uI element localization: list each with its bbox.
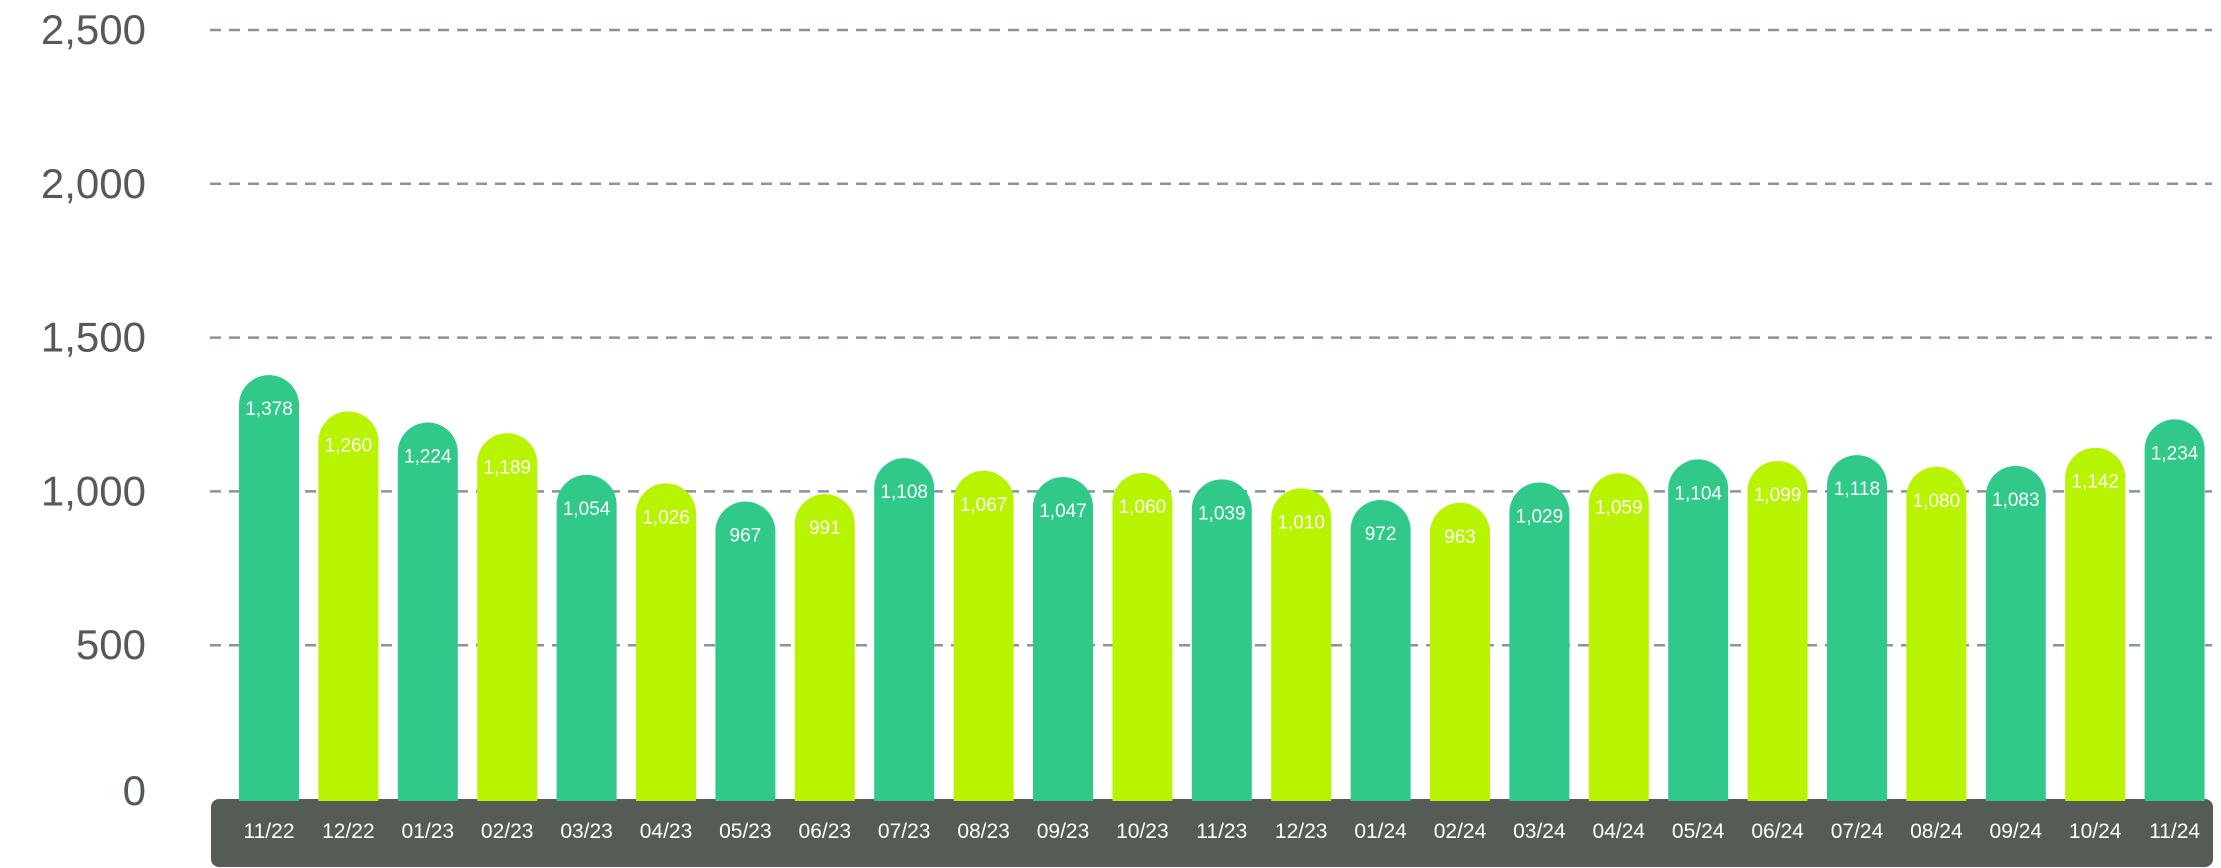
bar-02/23 xyxy=(477,433,538,801)
y-tick-label: 2,000 xyxy=(41,160,146,207)
data-label: 1,080 xyxy=(1913,491,1961,512)
x-axis-band xyxy=(211,799,2213,867)
bar-03/23 xyxy=(556,474,617,801)
data-label: 963 xyxy=(1444,527,1476,548)
data-label: 1,099 xyxy=(1754,485,1802,506)
bar-08/24 xyxy=(1906,466,1967,801)
data-labels: 1,378 1,260 1,224 1,189 1,054 1,026 967 991 1,10… xyxy=(245,399,2199,548)
y-axis-ticks: 0 500 1,000 1,500 2,000 2,500 xyxy=(41,6,146,814)
x-tick-label: 07/23 xyxy=(878,820,931,843)
x-axis-ticks: 11/22 12/22 01/23 02/23 03/23 04/23 05/23 06/23… xyxy=(244,820,2201,843)
data-label: 1,047 xyxy=(1039,501,1087,522)
x-tick-label: 04/23 xyxy=(640,820,693,843)
x-tick-label: 08/23 xyxy=(957,820,1010,843)
x-tick-label: 06/23 xyxy=(799,820,852,843)
data-label: 1,378 xyxy=(245,399,293,420)
x-tick-label: 07/24 xyxy=(1831,820,1884,843)
bar-11/23 xyxy=(1191,479,1252,801)
x-tick-label: 12/23 xyxy=(1275,820,1328,843)
x-tick-label: 04/24 xyxy=(1593,820,1646,843)
x-tick-label: 06/24 xyxy=(1751,820,1804,843)
data-label: 1,029 xyxy=(1516,506,1564,527)
bar-04/24 xyxy=(1588,473,1649,801)
x-tick-label: 01/24 xyxy=(1354,820,1407,843)
y-tick-label: 1,000 xyxy=(41,467,146,514)
y-tick-label: 1,500 xyxy=(41,314,146,361)
data-label: 1,234 xyxy=(2151,443,2199,464)
x-tick-label: 11/22 xyxy=(244,820,295,843)
data-label: 1,083 xyxy=(1992,490,2040,511)
x-tick-label: 09/24 xyxy=(1990,820,2043,843)
bar-08/23 xyxy=(953,470,1014,801)
data-label: 1,189 xyxy=(483,457,531,478)
x-tick-label: 10/24 xyxy=(2069,820,2122,843)
bar-09/23 xyxy=(1033,476,1093,801)
data-label: 1,026 xyxy=(642,507,690,528)
bar-01/24 xyxy=(1350,500,1411,801)
y-tick-label: 500 xyxy=(76,621,146,668)
bar-10/23 xyxy=(1112,472,1173,801)
data-label: 1,224 xyxy=(404,446,452,467)
bar-11/22 xyxy=(239,375,299,801)
bar-12/23 xyxy=(1271,488,1332,801)
x-tick-label: 09/23 xyxy=(1037,820,1090,843)
data-label: 1,104 xyxy=(1674,483,1722,504)
data-label: 991 xyxy=(809,518,841,539)
x-tick-label: 08/24 xyxy=(1910,820,1963,843)
x-tick-label: 03/23 xyxy=(560,820,613,843)
x-tick-label: 12/22 xyxy=(322,820,375,843)
y-tick-label: 0 xyxy=(123,767,146,814)
data-label: 1,010 xyxy=(1277,512,1325,533)
data-label: 1,054 xyxy=(563,499,611,520)
bar-01/23 xyxy=(397,422,458,801)
data-label: 1,260 xyxy=(325,435,373,456)
bar-09/24 xyxy=(1985,465,2046,801)
bar-07/23 xyxy=(874,458,935,801)
bar-11/24 xyxy=(2144,419,2205,801)
x-tick-label: 01/23 xyxy=(402,820,455,843)
data-label: 972 xyxy=(1365,524,1397,545)
data-label: 1,118 xyxy=(1834,479,1880,500)
bar-10/24 xyxy=(2065,447,2126,801)
bar-06/24 xyxy=(1747,460,1808,801)
bar-05/23 xyxy=(715,501,776,801)
data-label: 1,039 xyxy=(1198,503,1246,524)
gridlines xyxy=(210,28,2212,647)
bar-07/24 xyxy=(1827,455,1887,801)
x-tick-label: 11/23 xyxy=(1196,820,1247,843)
bars xyxy=(239,375,2205,801)
data-label: 1,059 xyxy=(1595,497,1643,518)
x-tick-label: 02/24 xyxy=(1434,820,1487,843)
data-label: 1,108 xyxy=(880,482,928,503)
bar-06/23 xyxy=(794,494,855,801)
data-label: 1,067 xyxy=(960,495,1008,516)
bar-12/22 xyxy=(318,411,379,801)
x-tick-label: 05/24 xyxy=(1672,820,1725,843)
data-label: 1,142 xyxy=(2071,472,2119,493)
x-tick-label: 02/23 xyxy=(481,820,534,843)
bar-05/24 xyxy=(1668,459,1729,801)
x-tick-label: 11/24 xyxy=(2149,820,2200,843)
bar-02/24 xyxy=(1430,502,1490,801)
y-tick-label: 2,500 xyxy=(41,6,146,53)
bar-04/23 xyxy=(636,483,696,801)
x-tick-label: 05/23 xyxy=(719,820,772,843)
x-tick-label: 10/23 xyxy=(1116,820,1169,843)
bar-03/24 xyxy=(1509,482,1570,801)
data-label: 1,060 xyxy=(1119,497,1167,518)
data-label: 967 xyxy=(730,526,762,547)
x-tick-label: 03/24 xyxy=(1513,820,1566,843)
